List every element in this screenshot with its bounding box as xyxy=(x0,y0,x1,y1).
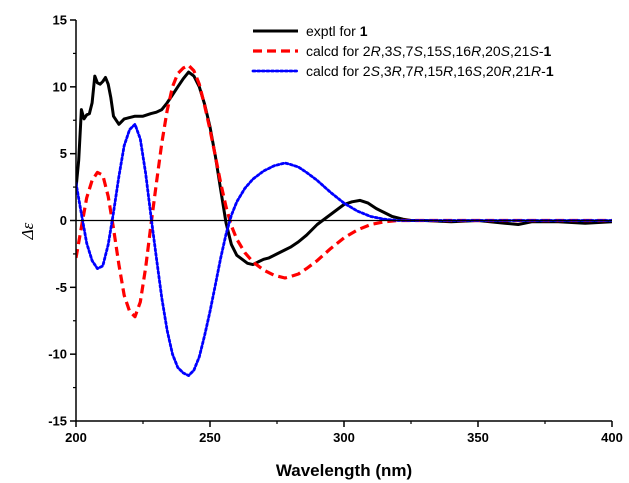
legend-label-2: calcd for 2R,3S,7S,15S,16R,20S,21S-1 xyxy=(306,43,551,59)
legend-label-1: exptl for 1 xyxy=(306,23,368,39)
y-tick-label: -15 xyxy=(48,414,67,429)
legend-label-3: calcd for 2S,3R,7R,15R,16S,20R,21R-1 xyxy=(306,63,554,79)
series-layer xyxy=(76,63,612,377)
x-tick-label: 400 xyxy=(601,430,623,445)
y-tick-label: 10 xyxy=(53,79,67,94)
y-tick-label: 15 xyxy=(53,13,67,28)
x-tick-label: 350 xyxy=(467,430,489,445)
series-line-1 xyxy=(76,70,612,267)
y-tick-label: 0 xyxy=(60,213,67,228)
y-tick-label: -10 xyxy=(48,347,67,362)
series-line-3 xyxy=(76,122,612,377)
y-tick-label: 5 xyxy=(60,146,67,161)
x-tick-label: 200 xyxy=(65,430,87,445)
x-axis-title: Wavelength (nm) xyxy=(276,461,412,480)
y-tick-label: -5 xyxy=(55,280,67,295)
series-line-2 xyxy=(76,63,612,319)
legend: exptl for 1 calcd for 2R,3S,7S,15S,16R,20… xyxy=(251,23,554,79)
y-axis-title: Δε xyxy=(18,222,37,240)
x-tick-label: 250 xyxy=(199,430,221,445)
axes-layer: 200 250 300 350 400 -15 -10 -5 0 5 10 15 xyxy=(48,13,623,446)
x-tick-label: 300 xyxy=(333,430,355,445)
